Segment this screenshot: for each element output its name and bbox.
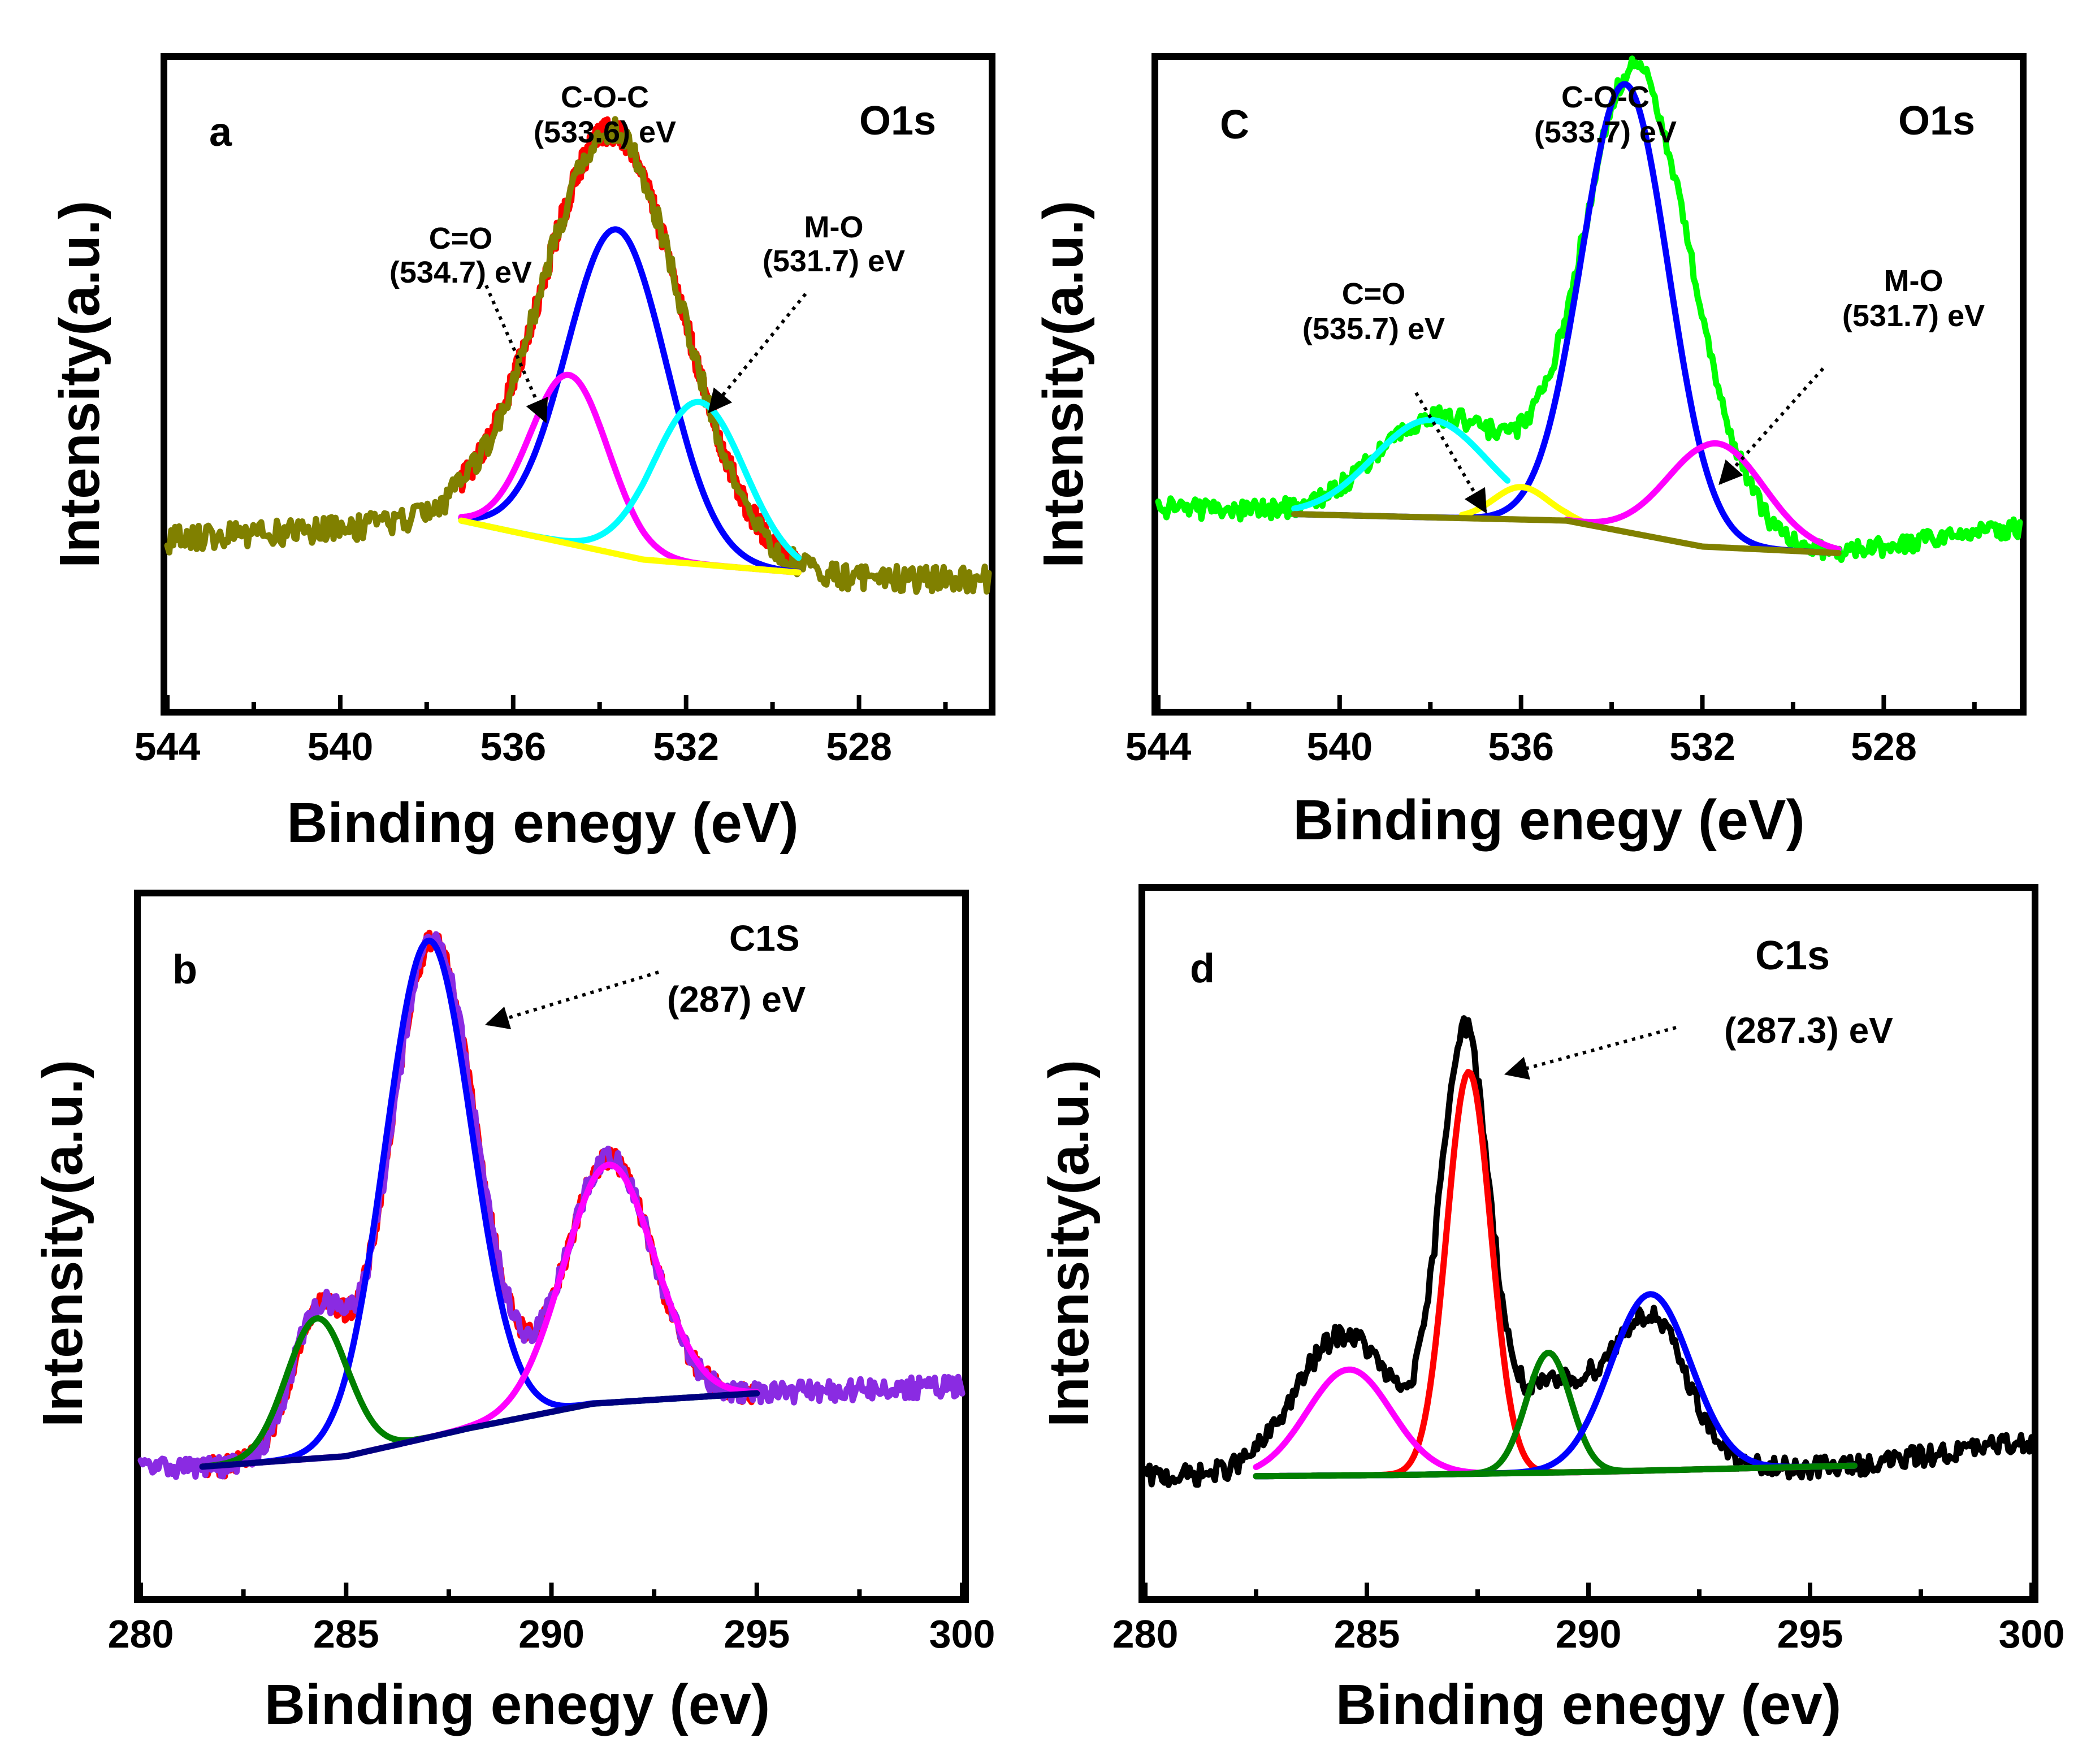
chart-title: C1S	[729, 918, 800, 959]
curves	[137, 929, 966, 1480]
annotation-arrow	[1718, 367, 1825, 486]
plot-frame	[134, 890, 969, 1603]
chart-title: C1s	[1755, 933, 1830, 978]
x-tick-label: 295	[1777, 1612, 1843, 1656]
annotation-arrow	[1504, 1026, 1677, 1080]
annotation-value: (287.3) eV	[1724, 1010, 1893, 1051]
x-tick-label: 532	[653, 725, 719, 769]
panel-b: 280 285 290 295 300 b C1S (287) eV Binding e…	[31, 890, 995, 1736]
series-line-background	[1291, 511, 1842, 556]
plot-frame	[1138, 884, 2038, 1603]
annotation-label: C=O	[429, 222, 493, 255]
curves	[164, 116, 992, 595]
panel-label: a	[209, 110, 232, 155]
panel-a: 544 540 536 532 528 a O1s C-O-C (533.6) eV C…	[48, 53, 995, 855]
plot-frame	[161, 53, 995, 716]
x-axis-title: Binding enegy (eV)	[287, 791, 799, 855]
annotation-value: (531.7) eV	[763, 244, 905, 278]
annotation-value: (534.7) eV	[389, 255, 532, 289]
x-tick-label: 280	[1112, 1612, 1179, 1656]
annotation-label: C=O	[1342, 277, 1406, 311]
panel-label: b	[172, 947, 197, 992]
annotation-arrow	[1414, 392, 1487, 514]
series-line-raw	[1142, 1015, 2035, 1488]
series-line-background	[1253, 1462, 1858, 1480]
x-tick-label: 528	[1851, 725, 1917, 769]
x-tick-label: 290	[1556, 1612, 1622, 1656]
annotation-arrow	[484, 970, 659, 1030]
x-tick-label: 528	[826, 725, 892, 769]
annotation-arrow	[708, 293, 807, 414]
y-axis-title: Intensity(a.u.)	[48, 201, 111, 568]
annotation-value: (535.7) eV	[1302, 312, 1445, 346]
x-axis-title: Binding enegy (ev)	[1336, 1673, 1842, 1736]
panel-c: 544 540 536 532 528 C O1s C-O-C (533.7) eV C…	[1032, 53, 2027, 852]
annotation-value: (287) eV	[667, 979, 806, 1020]
y-axis-title: Intensity(a.u.)	[31, 1060, 94, 1427]
x-tick-label: 300	[1999, 1612, 2065, 1656]
series-line-background	[458, 517, 802, 576]
annotation-value: (533.6) eV	[534, 115, 676, 149]
x-tick-label: 300	[929, 1612, 995, 1656]
x-tick-label: 285	[1334, 1612, 1400, 1656]
x-tick-label: 540	[308, 725, 374, 769]
x-ticks: 544 540 536 532 528	[135, 695, 948, 769]
chart-title: O1s	[1898, 98, 1975, 144]
x-tick-label: 540	[1306, 725, 1373, 769]
y-axis-title: Intensity(a.u.)	[1032, 201, 1095, 568]
panel-d: 280 285 290 295 300 d C1s (287.3) eV Binding…	[1037, 884, 2065, 1736]
x-ticks: 544 540 536 532 528	[1125, 695, 1977, 769]
x-tick-label: 544	[1125, 725, 1192, 769]
series-line-envelope	[164, 116, 992, 595]
series-line-c-o-c	[458, 226, 802, 575]
x-tick-label: 290	[518, 1612, 585, 1656]
annotation-label: C-O-C	[561, 80, 649, 114]
x-tick-label: 544	[135, 725, 201, 769]
x-tick-label: 280	[108, 1612, 174, 1656]
annotation-label: M-O	[1884, 264, 1943, 298]
chart-title: O1s	[859, 98, 936, 144]
y-axis-title: Intensity(a.u.)	[1037, 1060, 1101, 1427]
panel-label: d	[1190, 946, 1215, 991]
panel-label: C	[1220, 102, 1249, 148]
x-axis-title: Binding enegy (ev)	[265, 1673, 770, 1736]
curves	[1142, 1015, 2035, 1488]
annotation-label: C-O-C	[1561, 80, 1650, 114]
series-line-c-o	[1291, 417, 1511, 512]
x-tick-label: 532	[1669, 725, 1735, 769]
curves	[1155, 55, 2023, 564]
x-tick-label: 536	[1488, 725, 1554, 769]
annotation-value: (531.7) eV	[1842, 299, 1985, 333]
annotation-label: M-O	[804, 210, 864, 244]
x-tick-label: 295	[724, 1612, 790, 1656]
x-axis-title: Binding enegy (eV)	[1293, 788, 1805, 852]
plot-frame	[1151, 53, 2027, 716]
x-tick-label: 285	[313, 1612, 379, 1656]
annotation-value: (533.7) eV	[1534, 115, 1677, 149]
x-ticks: 280 285 290 295 300	[108, 1583, 995, 1656]
x-ticks: 280 285 290 295 300	[1112, 1583, 2065, 1656]
series-line-background	[199, 1390, 760, 1470]
series-line-envelope	[137, 931, 966, 1480]
series-line-m-o	[1563, 440, 1842, 553]
series-line-c-c	[1253, 1069, 1858, 1480]
series-line-peak-291-4	[199, 1161, 760, 1470]
x-tick-label: 536	[480, 725, 546, 769]
